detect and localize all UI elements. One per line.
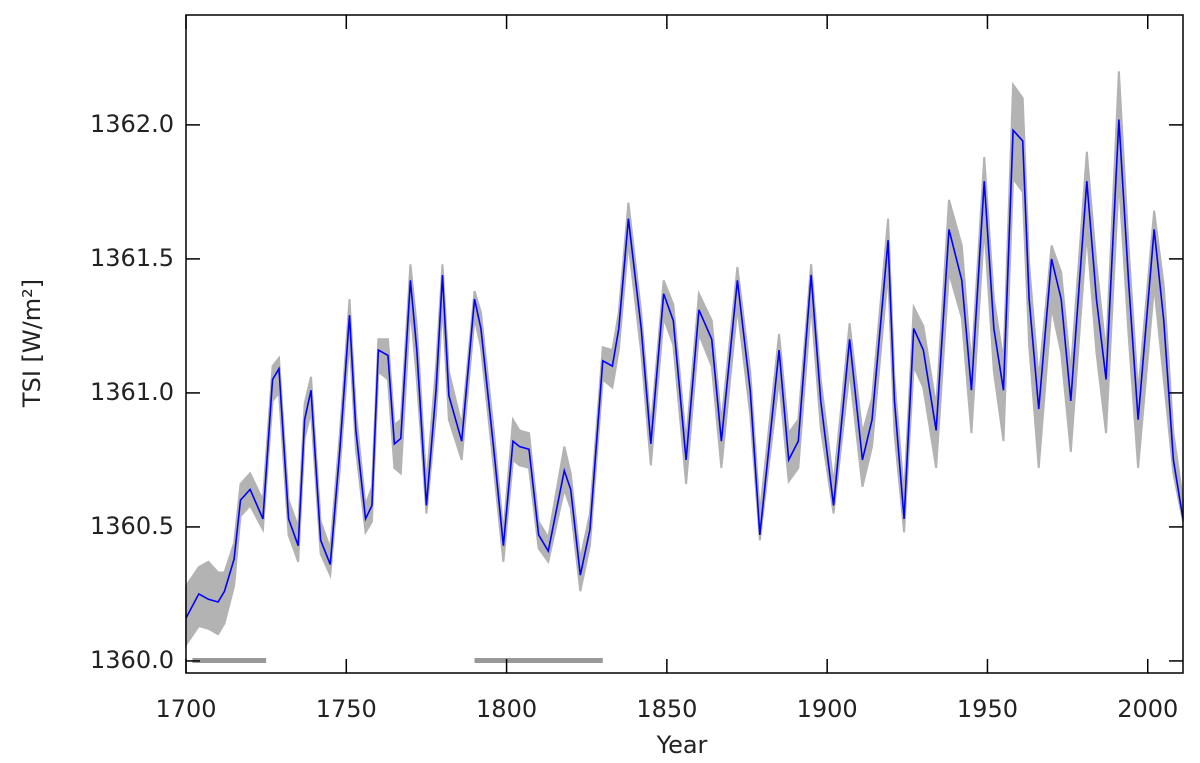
y-tick-label: 1360.0 [90, 646, 174, 674]
x-tick-label: 1800 [476, 695, 537, 723]
x-axis-label: Year [656, 731, 708, 759]
y-axis-label: TSI [W/m²] [18, 279, 46, 408]
x-tick-label: 1750 [316, 695, 377, 723]
x-tick-label: 1950 [957, 695, 1018, 723]
y-tick-label: 1361.0 [90, 378, 174, 406]
uncertainty-band [185, 71, 1184, 649]
y-tick-label: 1360.5 [90, 512, 174, 540]
x-tick-label: 1850 [636, 695, 697, 723]
period-bar [474, 658, 603, 663]
period-bar [192, 658, 267, 663]
tsi-line [185, 119, 1184, 619]
y-tick-label: 1362.0 [90, 110, 174, 138]
y-tick-label: 1361.5 [90, 244, 174, 272]
x-tick-label: 2000 [1117, 695, 1178, 723]
x-tick-label: 1700 [155, 695, 216, 723]
plot-frame [185, 14, 1184, 674]
x-tick-label: 1900 [797, 695, 858, 723]
